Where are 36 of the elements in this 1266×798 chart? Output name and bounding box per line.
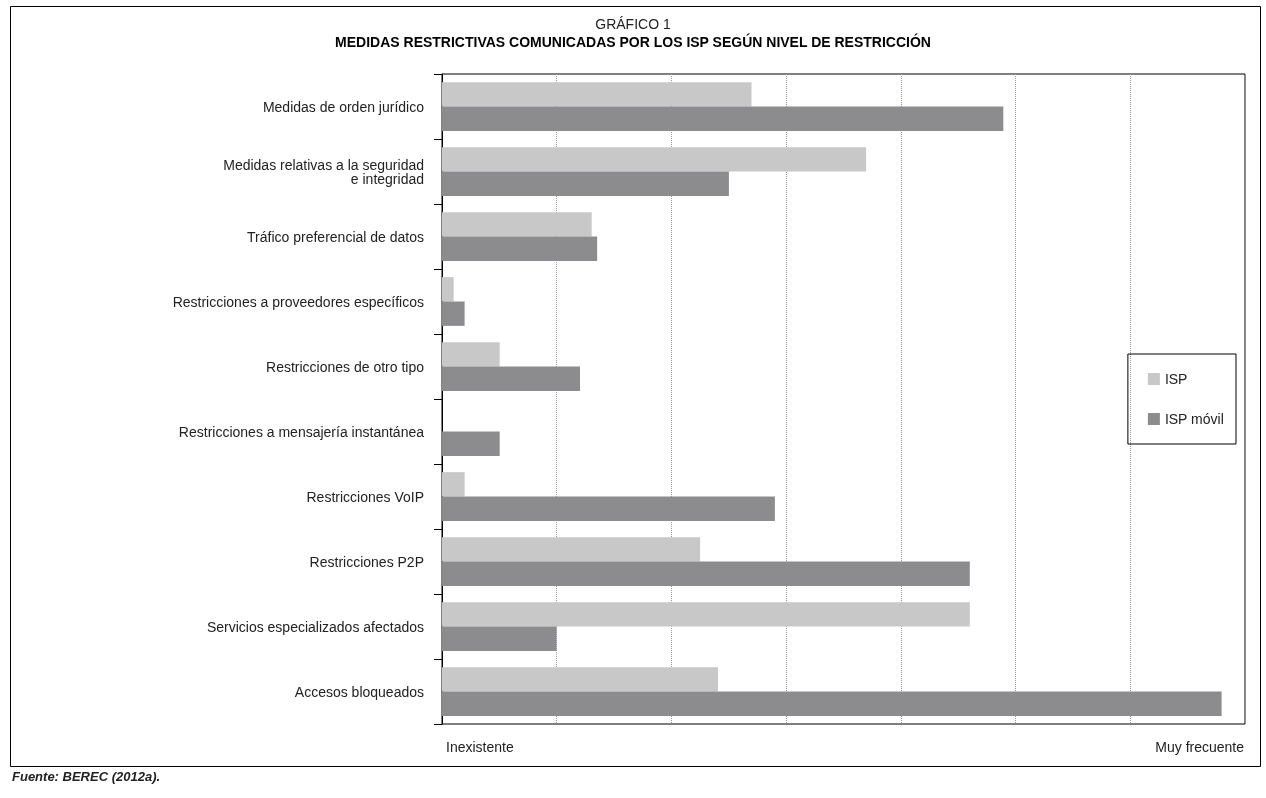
text: Muy frecuente	[1155, 739, 1245, 755]
bar	[442, 342, 500, 367]
bar	[442, 277, 454, 302]
bar	[442, 431, 500, 456]
y-tick-label: Restricciones P2P	[309, 553, 424, 570]
bar	[442, 472, 465, 497]
y-tick-label: Restricciones de otro tipo	[266, 358, 425, 375]
legend-label: ISP móvil	[1164, 411, 1224, 427]
y-tick-label: Restricciones a mensajería instantánea	[178, 423, 425, 440]
bar	[442, 301, 465, 326]
y-tick-label: Restricciones a proveedores específicos	[172, 293, 424, 310]
y-tick-label: Medidas relativas a la seguridad e integridad	[223, 156, 424, 187]
bar	[442, 537, 701, 562]
bar	[442, 212, 592, 237]
legend-label: ISP	[1164, 371, 1188, 387]
bar	[442, 366, 580, 391]
y-tick-label: Medidas de orden jurídico	[262, 98, 425, 115]
bar	[442, 691, 1222, 716]
bar	[442, 106, 1004, 131]
bar	[442, 82, 752, 107]
bar	[442, 602, 970, 627]
source-note: Fuente: BEREC (2012a).	[12, 769, 161, 784]
chart-subtitle: MEDIDAS RESTRICTIVAS COMUNICADAS POR LOS ISP SEGÚN NIVEL DE RESTRICCIÓN	[335, 33, 931, 50]
bar	[442, 147, 867, 172]
y-tick-label: Restricciones VoIP	[306, 488, 424, 505]
y-tick-label: Accesos bloqueados	[294, 683, 424, 700]
bar	[442, 171, 729, 196]
y-tick-label: Servicios especializados afectados	[206, 618, 424, 635]
bar	[442, 626, 557, 651]
bar	[442, 496, 775, 521]
chart-title: GRÁFICO 1	[595, 16, 671, 32]
bar	[442, 667, 718, 692]
bar	[442, 561, 970, 586]
y-tick-label: Tráfico preferencial de datos	[247, 228, 424, 245]
bar	[442, 236, 598, 261]
text: Inexistente	[446, 739, 514, 755]
